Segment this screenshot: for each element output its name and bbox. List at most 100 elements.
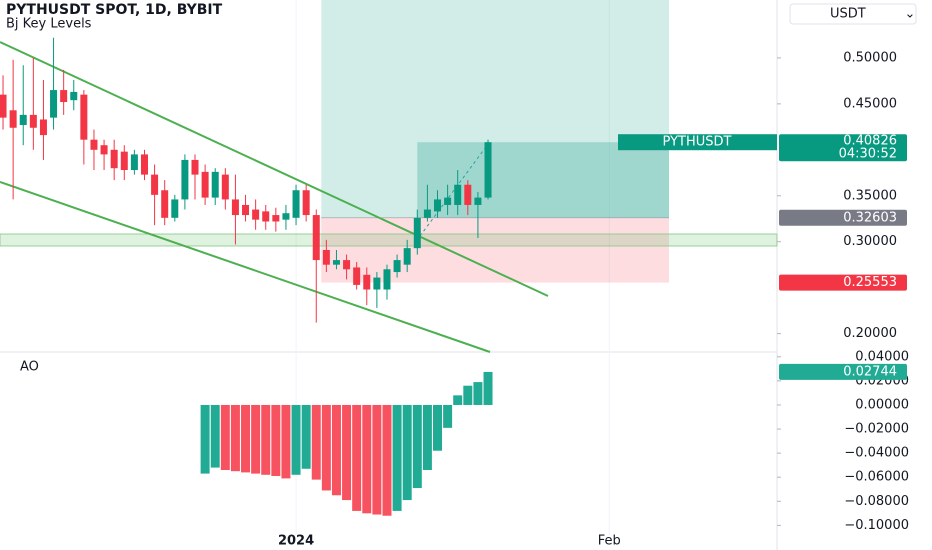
- candle-body: [39, 119, 47, 136]
- ao-bar: [443, 404, 453, 428]
- stop-label: 0.25553: [843, 275, 897, 290]
- y-tick-label: 0.50000: [843, 50, 897, 65]
- candle-body: [272, 215, 280, 222]
- ao-bar: [352, 404, 362, 511]
- price-tag: [779, 134, 907, 162]
- ao-bar: [331, 404, 341, 496]
- candle-body: [181, 159, 189, 200]
- ao-bar: [402, 404, 412, 501]
- ao-bar: [251, 404, 261, 474]
- ao-bar: [372, 404, 382, 515]
- candle-body: [484, 142, 492, 198]
- trend-line: [0, 181, 491, 353]
- candle-body: [322, 249, 330, 265]
- ao-bar: [311, 404, 321, 480]
- candle-body: [50, 90, 58, 118]
- candle-body: [211, 171, 219, 198]
- ao-bar: [382, 404, 392, 516]
- ao-bar: [230, 404, 240, 472]
- candle-body: [191, 159, 199, 175]
- ao-bar: [261, 404, 271, 475]
- candle-body: [201, 171, 209, 198]
- dropdown-icon[interactable]: ⌄: [905, 7, 916, 22]
- ao-bar: [241, 404, 251, 473]
- candle-body: [252, 209, 260, 220]
- profit-zone: [417, 142, 669, 218]
- y-tick-label: 0.35000: [843, 188, 897, 203]
- y-tick-label: −0.10000: [844, 518, 909, 533]
- y-axis-label: USDT: [830, 7, 866, 22]
- ao-bar: [291, 404, 301, 475]
- ao-bar: [473, 382, 483, 405]
- candle-body: [140, 154, 148, 175]
- ao-bar: [321, 404, 331, 491]
- chart-subtitle: Bj Key Levels: [6, 17, 92, 32]
- candle-body: [120, 151, 128, 171]
- pane-title: AO: [20, 360, 39, 375]
- y-tick-label: −0.04000: [844, 446, 909, 461]
- currency-box[interactable]: [789, 3, 917, 25]
- candle-body: [70, 91, 78, 101]
- countdown: 04:30:52: [839, 147, 897, 162]
- candle-body: [130, 154, 138, 171]
- ao-bar: [342, 404, 352, 501]
- candle-body: [171, 199, 179, 218]
- ao-bar: [362, 404, 372, 514]
- candle-body: [242, 204, 250, 216]
- candle-body: [282, 213, 290, 220]
- ao-bar: [200, 404, 210, 474]
- ao-bar: [210, 404, 220, 468]
- last-price: 0.40826: [843, 134, 897, 149]
- candle-body: [423, 209, 431, 218]
- candle-body: [464, 184, 472, 205]
- ao-bar: [483, 371, 493, 405]
- stop-zone: [321, 217, 669, 283]
- candle-body: [9, 110, 17, 128]
- symbol-label: PYTHUSDT: [663, 135, 732, 150]
- candle-body: [302, 190, 310, 216]
- y-tick-label: −0.06000: [844, 470, 909, 485]
- ao-bar: [433, 404, 443, 451]
- candle-body: [90, 139, 98, 150]
- candle-body: [161, 190, 169, 218]
- symbol-tag: [618, 134, 777, 151]
- entry-tag: [779, 209, 907, 226]
- trend-line: [0, 41, 549, 297]
- ao-bar: [220, 404, 230, 470]
- y-tick-label: 0.20000: [843, 326, 897, 341]
- ao-bar: [463, 385, 473, 405]
- ao-tag: [779, 363, 907, 380]
- candle-body: [151, 174, 159, 195]
- candle-body: [0, 94, 7, 118]
- candle-body: [383, 269, 391, 290]
- target-zone: [321, 0, 669, 218]
- candle-body: [221, 174, 229, 200]
- ao-value: 0.02744: [843, 364, 897, 379]
- candle-body: [454, 184, 462, 205]
- candle-body: [373, 277, 381, 290]
- candle-body: [231, 199, 239, 216]
- entry-label: 0.32603: [843, 210, 897, 225]
- candle-body: [100, 145, 108, 155]
- y-tick-label: 0.30000: [843, 234, 897, 249]
- x-tick-label: Feb: [598, 534, 621, 549]
- candle-body: [19, 114, 27, 125]
- y-tick-label: 0.04000: [855, 349, 909, 364]
- candle-body: [353, 267, 361, 285]
- x-tick-label: 2024: [278, 534, 314, 549]
- ao-bar: [281, 404, 291, 479]
- candle-body: [413, 217, 421, 249]
- ao-bar: [271, 404, 281, 477]
- candle-body: [262, 211, 270, 222]
- ao-bar: [412, 404, 422, 489]
- ao-bar: [453, 395, 463, 405]
- y-tick-label: 0.00000: [855, 397, 909, 412]
- key-level: [0, 233, 778, 247]
- candle-body: [444, 197, 452, 205]
- chart-title: PYTHUSDT SPOT, 1D, BYBIT: [6, 2, 223, 18]
- ao-bar: [301, 404, 311, 469]
- ao-bar: [392, 404, 402, 511]
- projection-arrow: [419, 143, 489, 237]
- candle-body: [60, 90, 68, 103]
